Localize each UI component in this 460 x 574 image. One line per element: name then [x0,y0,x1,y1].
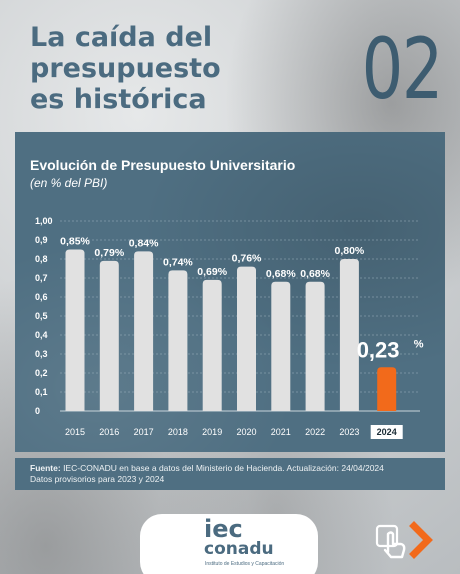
y-tick-label: 1,00 [35,216,53,226]
data-label-2023: 0,80% [335,245,365,257]
x-tick-label-2018: 2018 [168,427,188,437]
data-label-2017: 0,84% [129,237,159,249]
data-label-suffix: % [414,338,424,350]
page-number: 02 [361,20,444,118]
data-label-2021: 0,68% [266,268,296,280]
y-tick-label: 0,3 [35,349,48,359]
data-label-2024: 0,23 [357,337,400,362]
bar-2019 [202,279,222,411]
bar-2023 [339,259,359,411]
x-tick-label-2020: 2020 [236,427,256,437]
source-detail: IEC-CONADU en base a datos del Ministeri… [60,463,384,473]
x-tick-label-2024: 2024 [377,427,397,437]
headline: La caída del presupuesto es histórica [30,22,330,115]
source-note: Datos provisorios para 2023 y 2024 [30,474,165,484]
bar-2022 [305,281,325,411]
y-tick-label: 0,1 [35,387,48,397]
x-tick-label-2016: 2016 [99,427,119,437]
x-tick-label-2017: 2017 [134,427,154,437]
headline-line-3: es histórica [30,84,207,115]
data-label-2020: 0,76% [232,253,262,265]
x-tick-label-2019: 2019 [202,427,222,437]
y-tick-label: 0,8 [35,254,48,264]
x-tick-label-2015: 2015 [65,427,85,437]
bar-2017 [134,251,154,411]
bar-2018 [168,270,188,411]
chart-subtitle: (en % del PBI) [30,176,108,190]
source-label: Fuente: [30,463,61,473]
bar-2020 [237,266,256,411]
source-panel [15,458,445,490]
y-tick-label: 0 [35,406,40,416]
chart-panel [15,132,445,452]
highlight-year-box [370,425,403,439]
data-label-2022: 0,68% [300,268,330,280]
x-tick-label-2023: 2023 [339,427,359,437]
logo-tagline: Instituto de Estudios y Capacitación [205,561,285,567]
data-label-2016: 0,79% [94,247,124,259]
y-tick-label: 0,5 [35,311,48,321]
logo-card [140,514,318,574]
data-label-2015: 0,85% [60,236,90,248]
swipe-next-icon[interactable] [374,520,440,562]
y-tick-label: 0,2 [35,368,48,378]
data-label-2018: 0,74% [163,256,193,268]
bar-2021 [271,281,291,411]
chart-title: Evolución de Presupuesto Universitario [30,157,296,173]
bar-2016 [99,260,119,411]
bar-2015 [65,249,85,411]
logo-iec: iec [204,515,243,543]
logo-conadu: conadu [204,539,274,559]
bar-2024 [377,367,397,411]
x-tick-label-2021: 2021 [271,427,291,437]
headline-line-2: presupuesto [30,53,221,84]
x-tick-label-2022: 2022 [305,427,325,437]
data-label-2019: 0,69% [197,266,227,278]
headline-line-1: La caída del [30,22,213,53]
source-text: Fuente: IEC-CONADU en base a datos del M… [30,463,410,485]
y-tick-label: 0,4 [35,330,48,340]
y-tick-label: 0,9 [35,235,48,245]
y-tick-label: 0,6 [35,292,48,302]
y-tick-label: 0,7 [35,273,48,283]
